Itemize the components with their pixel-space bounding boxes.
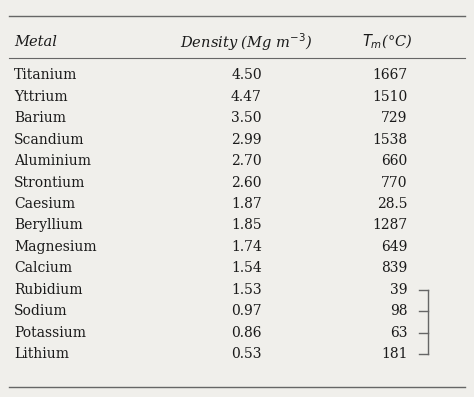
Text: 0.53: 0.53 <box>231 347 262 361</box>
Text: 729: 729 <box>381 111 408 125</box>
Text: 1.87: 1.87 <box>231 197 262 211</box>
Text: 2.99: 2.99 <box>231 133 262 147</box>
Text: 839: 839 <box>382 261 408 276</box>
Text: 3.50: 3.50 <box>231 111 262 125</box>
Text: 1.74: 1.74 <box>231 240 262 254</box>
Text: 4.47: 4.47 <box>231 90 262 104</box>
Text: Potassium: Potassium <box>14 326 86 340</box>
Text: 4.50: 4.50 <box>231 68 262 83</box>
Text: Sodium: Sodium <box>14 304 68 318</box>
Text: $T_m$(°C): $T_m$(°C) <box>362 33 412 51</box>
Text: 660: 660 <box>382 154 408 168</box>
Text: Aluminium: Aluminium <box>14 154 91 168</box>
Text: Barium: Barium <box>14 111 66 125</box>
Text: 2.60: 2.60 <box>231 175 262 190</box>
Text: 1.53: 1.53 <box>231 283 262 297</box>
Text: Yttrium: Yttrium <box>14 90 68 104</box>
Text: Titanium: Titanium <box>14 68 78 83</box>
Text: Density (Mg m$^{-3}$): Density (Mg m$^{-3}$) <box>180 31 313 52</box>
Text: 0.86: 0.86 <box>231 326 262 340</box>
Text: 649: 649 <box>381 240 408 254</box>
Text: Magnesium: Magnesium <box>14 240 97 254</box>
Text: Scandium: Scandium <box>14 133 85 147</box>
Text: Strontium: Strontium <box>14 175 86 190</box>
Text: 1667: 1667 <box>373 68 408 83</box>
Text: 1.54: 1.54 <box>231 261 262 276</box>
Text: 181: 181 <box>381 347 408 361</box>
Text: 98: 98 <box>390 304 408 318</box>
Text: 63: 63 <box>390 326 408 340</box>
Text: Lithium: Lithium <box>14 347 69 361</box>
Text: 1287: 1287 <box>373 218 408 233</box>
Text: Rubidium: Rubidium <box>14 283 83 297</box>
Text: 0.97: 0.97 <box>231 304 262 318</box>
Text: Beryllium: Beryllium <box>14 218 83 233</box>
Text: Calcium: Calcium <box>14 261 73 276</box>
Text: 2.70: 2.70 <box>231 154 262 168</box>
Text: 39: 39 <box>390 283 408 297</box>
Text: 28.5: 28.5 <box>377 197 408 211</box>
Text: Metal: Metal <box>14 35 57 49</box>
Text: 1.85: 1.85 <box>231 218 262 233</box>
Text: 1538: 1538 <box>373 133 408 147</box>
Text: Caesium: Caesium <box>14 197 75 211</box>
Text: 770: 770 <box>381 175 408 190</box>
Text: 1510: 1510 <box>373 90 408 104</box>
